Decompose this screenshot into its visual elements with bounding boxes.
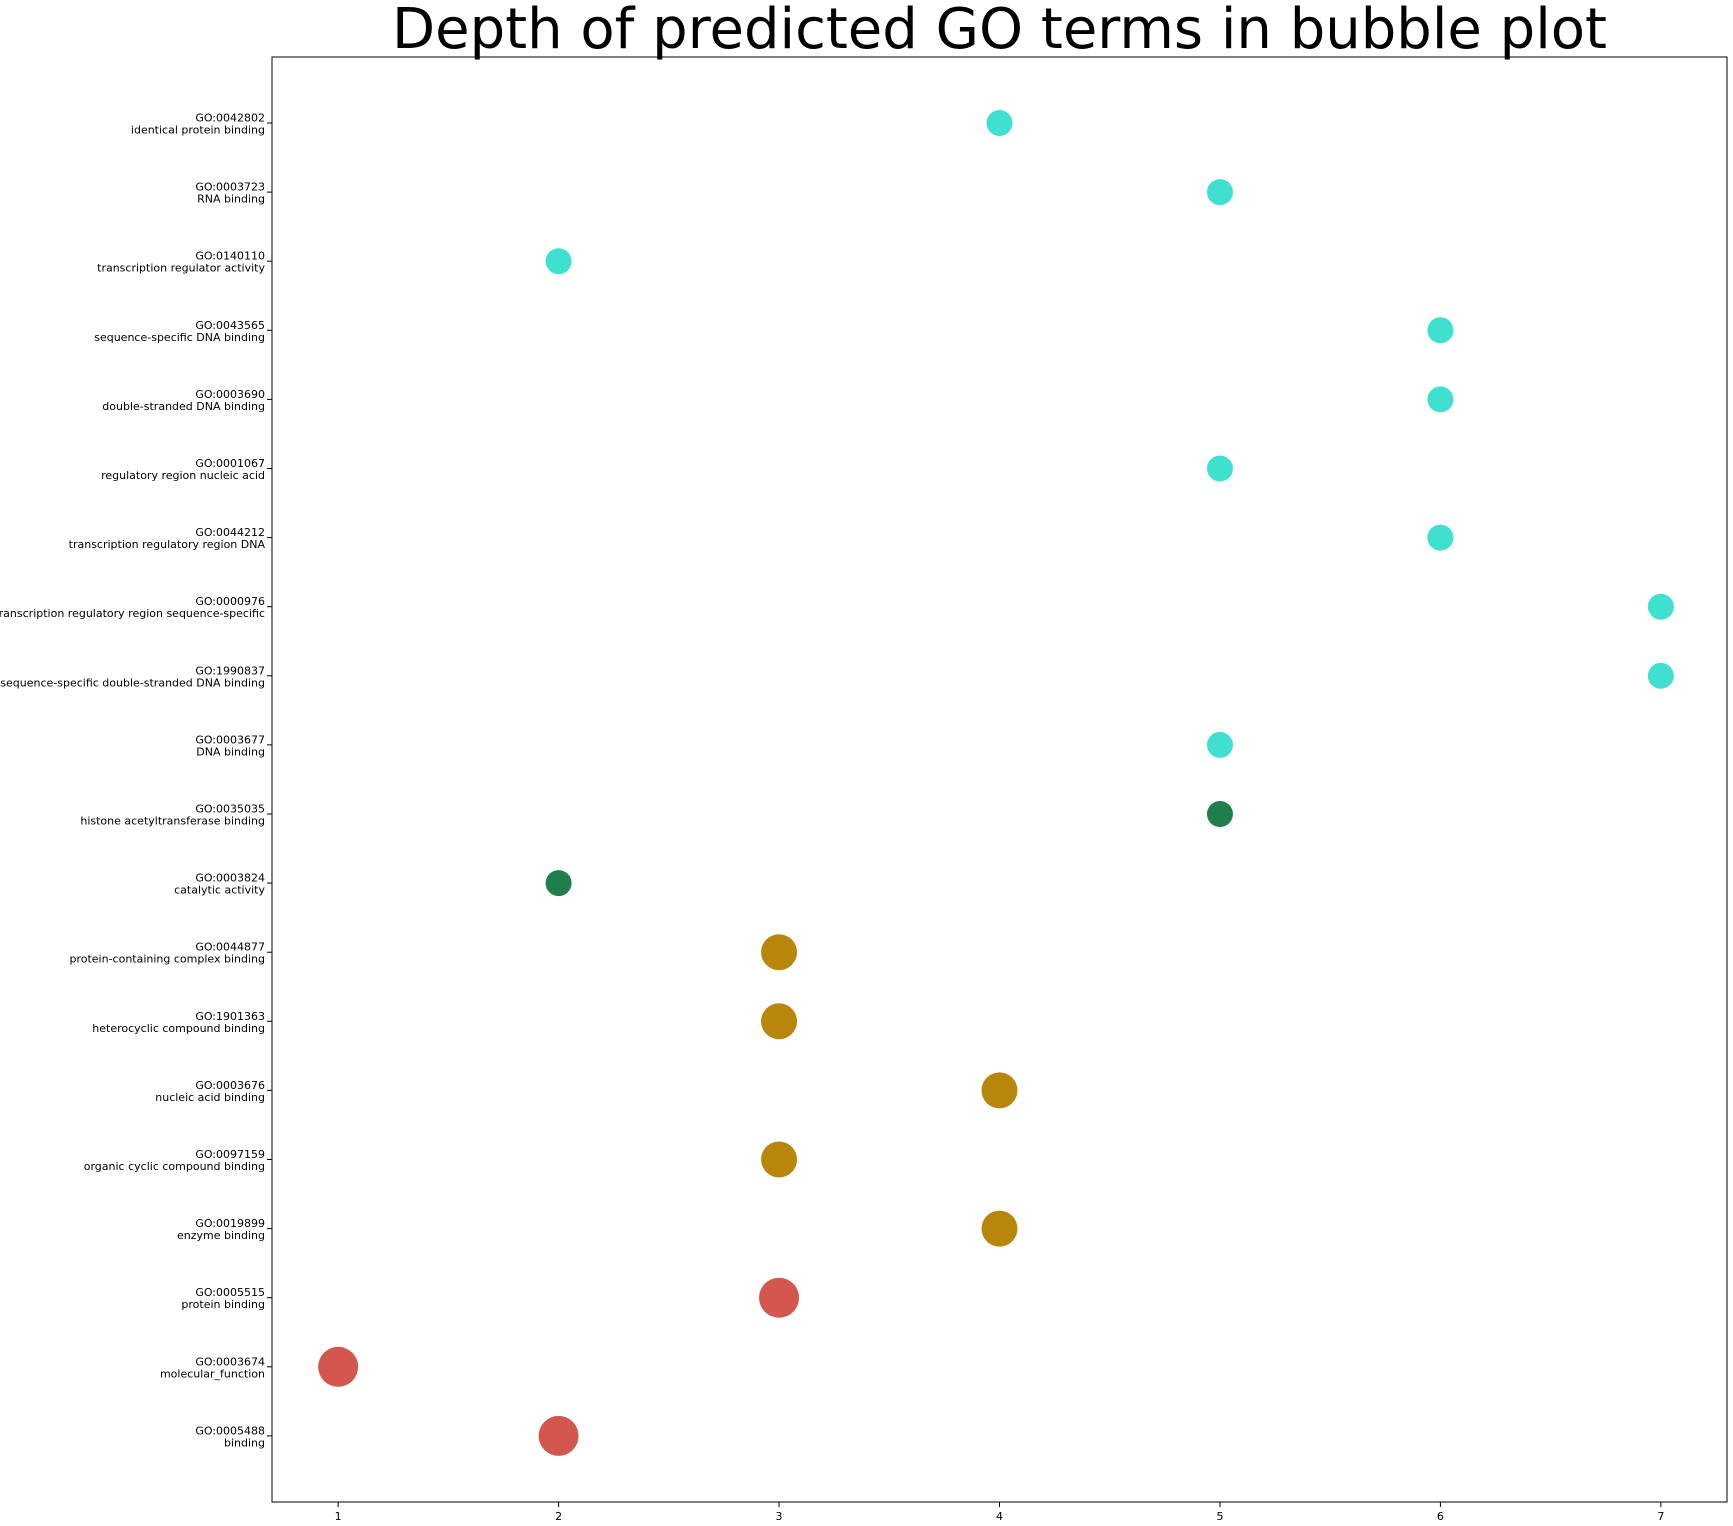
y-tick-go-id: GO:1990837: [195, 664, 265, 677]
y-tick-go-name: protein-containing complex binding: [69, 953, 265, 966]
y-tick-go-id: GO:0003674: [195, 1355, 265, 1368]
bubble-go-0003723: [1206, 179, 1233, 206]
x-tick-label: 1: [335, 1510, 342, 1523]
bubble-go-0043565: [1427, 317, 1454, 344]
y-tick-go-name: transcription regulatory region DNA: [69, 538, 266, 551]
bubble-go-0005488: [538, 1415, 579, 1456]
y-tick-go-id: GO:0003676: [195, 1079, 265, 1092]
bubble-go-0044212: [1427, 524, 1454, 551]
bubble-go-0140110: [545, 248, 572, 275]
y-tick-go-id: GO:0035035: [195, 803, 265, 816]
x-tick-label: 4: [996, 1510, 1003, 1523]
y-tick-go-name: protein binding: [181, 1298, 265, 1311]
bubble-go-1990837: [1647, 662, 1674, 689]
y-tick-go-name: organic cyclic compound binding: [84, 1160, 265, 1173]
y-tick-go-id: GO:0003723: [195, 181, 265, 194]
y-tick-go-name: double-stranded DNA binding: [102, 400, 265, 413]
y-tick-go-id: GO:0044212: [195, 526, 265, 539]
y-tick-go-name: molecular_function: [160, 1367, 265, 1380]
bubble-go-0035035: [1206, 801, 1233, 827]
y-tick-go-id: GO:0000976: [195, 595, 265, 608]
y-tick-go-id: GO:0044877: [195, 941, 265, 954]
y-tick-go-name: transcription regulator activity: [97, 262, 265, 275]
y-tick-go-name: nucleic acid binding: [155, 1091, 265, 1104]
y-tick-go-id: GO:0005515: [195, 1286, 265, 1299]
y-tick-go-name: sequence-specific double-stranded DNA bi…: [0, 676, 265, 689]
bubble-go-0003824: [545, 870, 572, 897]
y-tick-go-name: regulatory region nucleic acid: [101, 469, 265, 482]
y-tick-go-id: GO:0140110: [195, 250, 265, 263]
y-tick-go-id: GO:0003677: [195, 733, 265, 746]
bubble-go-0003676: [981, 1072, 1018, 1109]
y-tick-go-id: GO:0019899: [195, 1217, 265, 1230]
y-tick-go-name: enzyme binding: [177, 1229, 265, 1242]
x-tick-label: 3: [776, 1510, 783, 1523]
y-tick-go-id: GO:0043565: [195, 319, 265, 332]
x-tick-label: 5: [1216, 1510, 1223, 1523]
bubble-go-0000976: [1647, 593, 1674, 620]
bubble-series: [318, 110, 1674, 1456]
y-tick-go-id: GO:1901363: [195, 1010, 265, 1023]
bubble-go-0019899: [981, 1210, 1018, 1247]
y-tick-go-name: identical protein binding: [131, 124, 265, 137]
x-tick-label: 6: [1437, 1510, 1444, 1523]
y-tick-go-name: DNA binding: [196, 745, 265, 758]
x-tick-label: 2: [555, 1510, 562, 1523]
bubble-go-0003690: [1427, 386, 1454, 413]
y-tick-go-name: transcription regulatory region sequence…: [0, 607, 265, 620]
bubble-go-1901363: [761, 1003, 798, 1040]
y-tick-go-name: sequence-specific DNA binding: [94, 331, 265, 344]
y-tick-go-name: RNA binding: [197, 193, 265, 206]
plot-frame: [271, 56, 1728, 1503]
y-tick-go-id: GO:0097159: [195, 1148, 265, 1161]
y-tick-go-name: heterocyclic compound binding: [92, 1022, 265, 1035]
y-tick-go-id: GO:0003824: [195, 872, 265, 885]
y-tick-go-id: GO:0042802: [195, 112, 265, 125]
y-tick-go-id: GO:0005488: [195, 1424, 265, 1437]
x-tick-label: 7: [1657, 1510, 1664, 1523]
x-axis: 1 2 3 4 5 6 7: [335, 1502, 1664, 1523]
bubble-go-0003674: [318, 1346, 359, 1387]
bubble-go-0044877: [761, 934, 798, 971]
y-tick-go-id: GO:0003690: [195, 388, 265, 401]
chart-title: Depth of predicted GO terms in bubble pl…: [392, 0, 1607, 62]
bubble-go-0042802: [986, 110, 1013, 136]
bubble-go-0003677: [1206, 731, 1233, 758]
y-tick-go-name: binding: [224, 1436, 265, 1449]
bubble-go-0001067: [1206, 455, 1233, 482]
bubble-go-0097159: [761, 1141, 798, 1178]
y-tick-go-id: GO:0001067: [195, 457, 265, 470]
bubble-go-0005515: [759, 1277, 800, 1318]
y-tick-go-name: histone acetyltransferase binding: [80, 815, 265, 828]
y-tick-go-name: catalytic activity: [174, 884, 265, 897]
